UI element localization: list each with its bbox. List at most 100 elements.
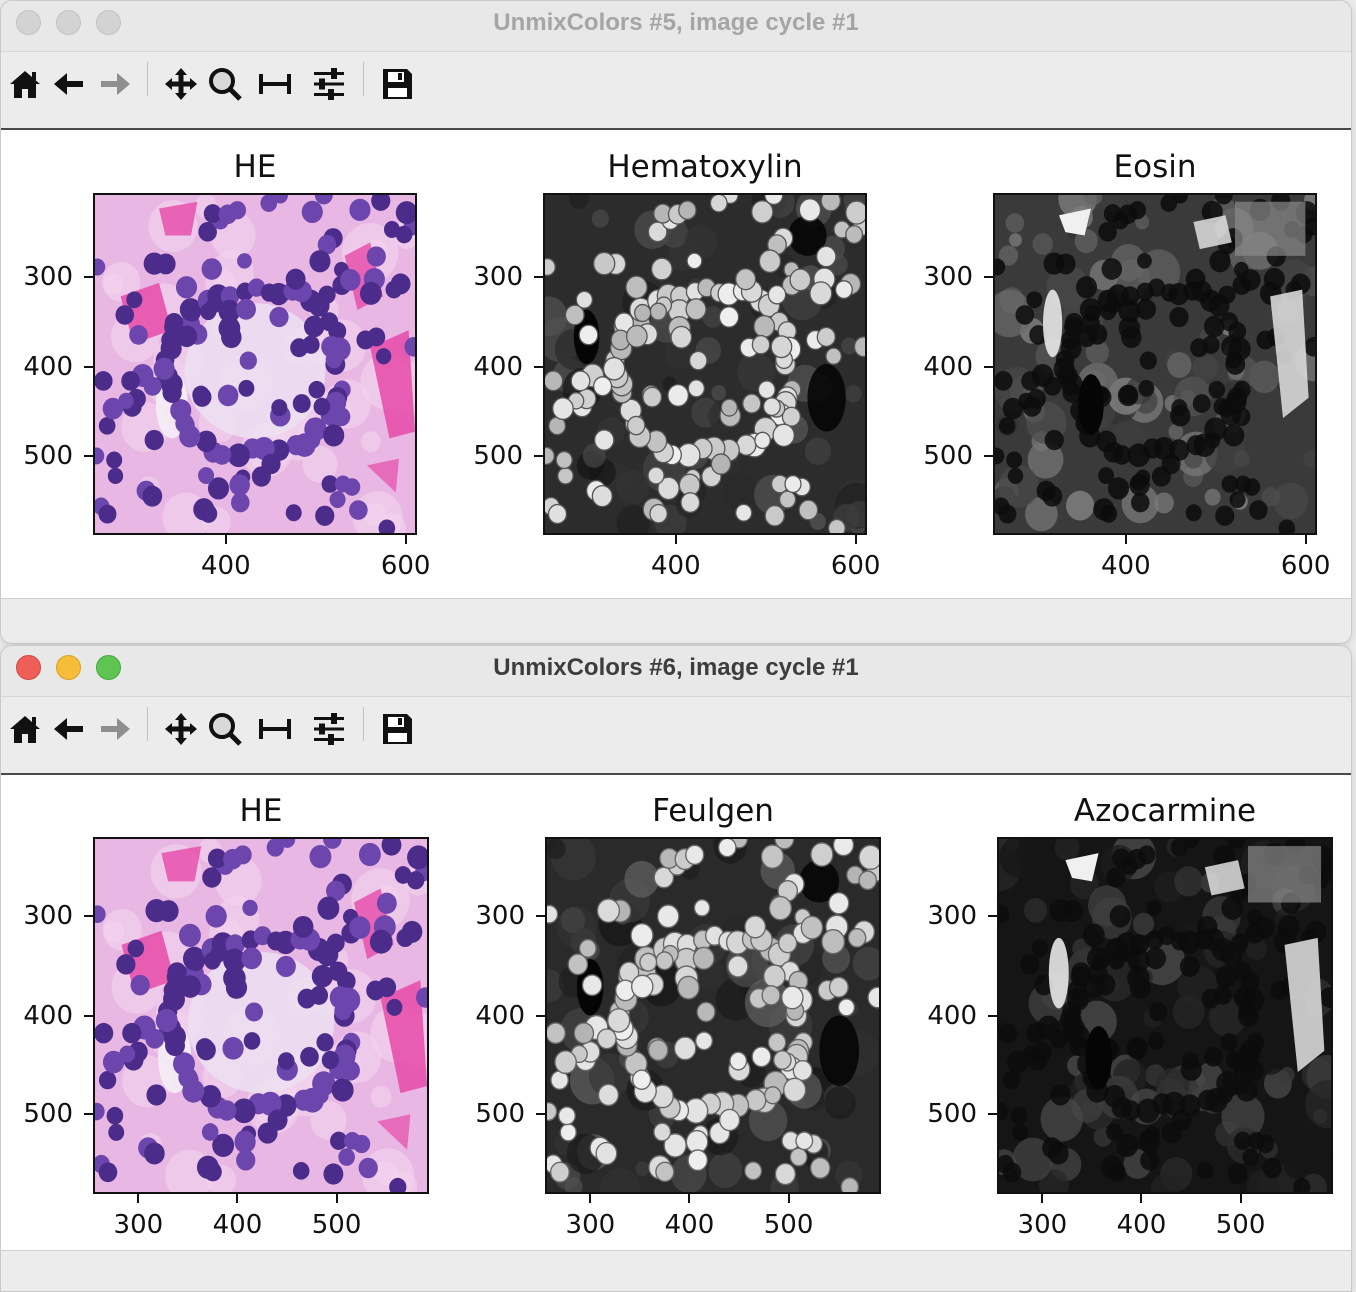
close-window-icon[interactable]	[16, 10, 41, 35]
subplot-title: Hematoxylin	[607, 149, 803, 185]
y-tick-mark	[536, 1014, 545, 1017]
y-tick-mark	[84, 366, 93, 369]
y-tick-label: 500	[475, 1098, 525, 1129]
figure-canvas: HE 300 400 500 300 400 500 Feulgen 300 400 500 3…	[1, 775, 1351, 1245]
zoom-icon[interactable]	[207, 66, 243, 102]
configure-icon[interactable]	[311, 711, 347, 747]
y-tick-mark	[534, 275, 543, 278]
x-tick-mark	[589, 1194, 592, 1203]
subplot-he[interactable]: HE 300 400 500 400 600	[23, 149, 430, 581]
toolbar-separator	[363, 707, 364, 741]
x-tick-mark	[224, 535, 227, 544]
minimize-window-icon[interactable]	[56, 10, 81, 35]
x-tick-label: 300	[1017, 1210, 1068, 1240]
x-tick-mark	[1304, 535, 1307, 544]
back-arrow-icon[interactable]	[51, 66, 87, 102]
subplot-eosin[interactable]: Eosin 300 400 500 400 600	[923, 149, 1330, 581]
y-tick-mark	[534, 455, 543, 458]
x-tick-mark	[854, 535, 857, 544]
y-tick-label: 300	[23, 900, 73, 931]
image-eosin	[993, 193, 1317, 535]
x-tick-label: 400	[651, 551, 701, 581]
y-tick-mark	[84, 1014, 93, 1017]
y-tick-label: 300	[473, 261, 523, 292]
figure-window-6: UnmixColors #6, image cycle #1 HE 300 400…	[0, 645, 1352, 1292]
status-bar	[1, 598, 1351, 643]
y-tick-label: 300	[23, 261, 73, 292]
y-tick-label: 300	[475, 900, 525, 931]
title-bar[interactable]: UnmixColors #6, image cycle #1	[1, 646, 1351, 697]
x-tick-mark	[335, 1194, 338, 1203]
subplots-icon[interactable]	[257, 66, 293, 102]
subplot-title: HE	[239, 793, 283, 829]
x-tick-label: 400	[201, 551, 251, 581]
y-tick-label: 500	[923, 441, 973, 472]
x-tick-label: 300	[565, 1210, 616, 1240]
pan-icon[interactable]	[163, 711, 199, 747]
pan-icon[interactable]	[163, 66, 199, 102]
x-tick-label: 400	[1116, 1210, 1167, 1240]
x-tick-label: 600	[1280, 551, 1331, 581]
x-tick-label: 300	[113, 1210, 164, 1240]
x-tick-mark	[1041, 1194, 1044, 1203]
y-tick-label: 300	[923, 261, 973, 292]
zoom-window-icon[interactable]	[96, 655, 121, 680]
y-tick-label: 400	[23, 1000, 73, 1031]
x-tick-mark	[1140, 1194, 1143, 1203]
x-tick-mark	[1124, 535, 1127, 544]
home-icon[interactable]	[7, 711, 43, 747]
toolbar-separator	[363, 62, 364, 96]
close-window-icon[interactable]	[16, 655, 41, 680]
y-tick-label: 400	[475, 1000, 525, 1031]
x-tick-label: 600	[380, 551, 431, 581]
subplot-azocarmine[interactable]: Azocarmine 300 400 500 300 400 500	[927, 793, 1333, 1240]
home-icon[interactable]	[7, 66, 43, 102]
y-tick-mark	[536, 914, 545, 917]
x-tick-mark	[787, 1194, 790, 1203]
save-icon[interactable]	[379, 711, 415, 747]
x-tick-mark	[1239, 1194, 1242, 1203]
forward-arrow-icon[interactable]	[97, 711, 133, 747]
y-tick-mark	[988, 1112, 997, 1115]
window-title: UnmixColors #6, image cycle #1	[493, 654, 859, 681]
forward-arrow-icon[interactable]	[97, 66, 133, 102]
save-icon[interactable]	[379, 66, 415, 102]
image-feulgen	[545, 837, 881, 1194]
x-tick-label: 500	[1215, 1210, 1266, 1240]
y-tick-mark	[84, 914, 93, 917]
window-title: UnmixColors #5, image cycle #1	[493, 9, 859, 36]
back-arrow-icon[interactable]	[51, 711, 87, 747]
y-tick-label: 300	[927, 900, 977, 931]
title-bar[interactable]: UnmixColors #5, image cycle #1	[1, 1, 1351, 52]
x-tick-label: 400	[664, 1210, 715, 1240]
toolbar-separator	[147, 62, 148, 96]
x-tick-label: 400	[1101, 551, 1151, 581]
minimize-window-icon[interactable]	[56, 655, 81, 680]
figure-canvas: HE 300 400 500 400 600 Hematoxylin 300 400 500…	[1, 130, 1351, 598]
x-tick-mark	[674, 535, 677, 544]
y-tick-mark	[84, 455, 93, 458]
y-tick-label: 400	[927, 1000, 977, 1031]
x-tick-label: 400	[212, 1210, 263, 1240]
y-tick-label: 500	[23, 441, 73, 472]
y-tick-mark	[84, 1112, 93, 1115]
figure-window-5: UnmixColors #5, image cycle #1 HE 300 400…	[0, 0, 1352, 644]
zoom-window-icon[interactable]	[96, 10, 121, 35]
y-tick-mark	[534, 366, 543, 369]
y-tick-mark	[988, 1014, 997, 1017]
image-he	[93, 193, 417, 535]
y-tick-mark	[536, 1112, 545, 1115]
x-tick-label: 600	[830, 551, 881, 581]
zoom-icon[interactable]	[207, 711, 243, 747]
subplots-icon[interactable]	[257, 711, 293, 747]
navigation-toolbar	[1, 697, 1351, 775]
y-tick-label: 400	[23, 352, 73, 383]
subplot-title: HE	[233, 149, 277, 185]
configure-icon[interactable]	[311, 66, 347, 102]
subplot-feulgen[interactable]: Feulgen 300 400 500 300 400 500	[475, 793, 881, 1240]
y-tick-label: 500	[927, 1098, 977, 1129]
y-tick-mark	[984, 455, 993, 458]
subplot-title: Feulgen	[652, 793, 774, 829]
subplot-hematoxylin[interactable]: Hematoxylin 300 400 500 400 600	[473, 149, 880, 581]
subplot-he[interactable]: HE 300 400 500 300 400 500	[23, 793, 429, 1240]
